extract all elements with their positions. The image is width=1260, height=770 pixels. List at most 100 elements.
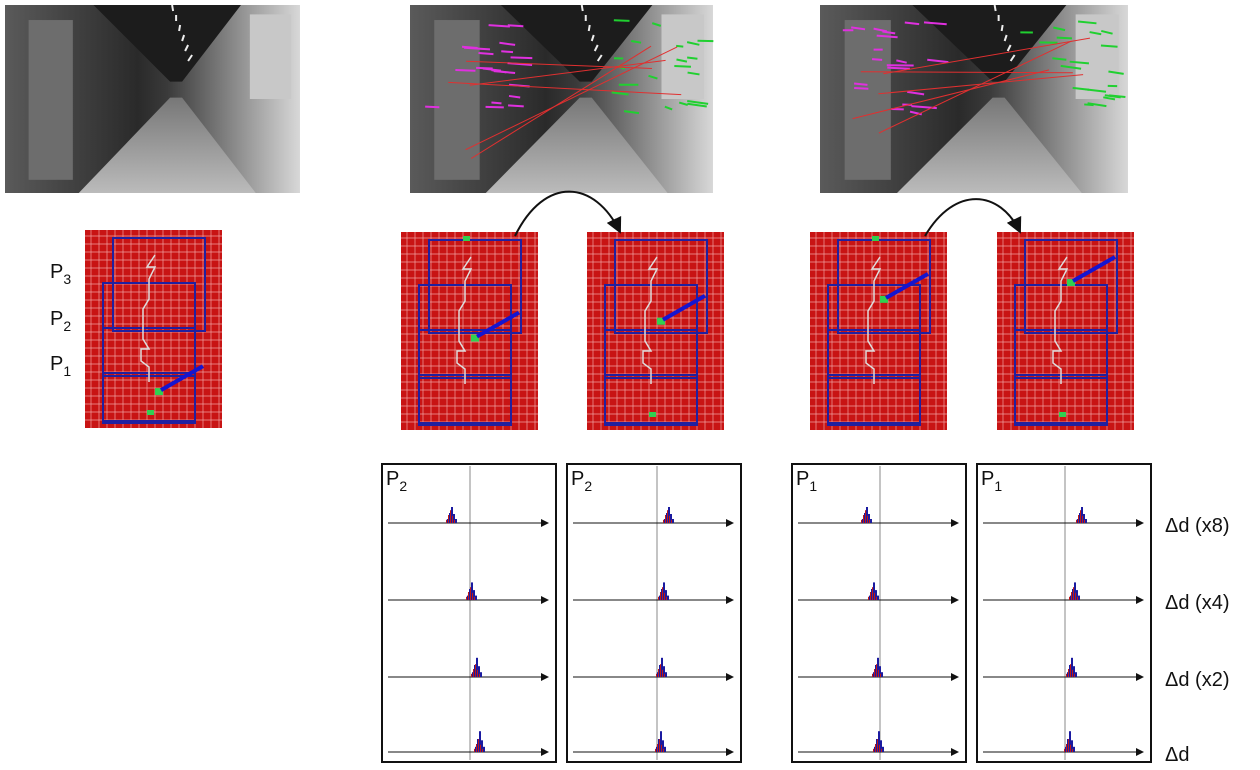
photo-light [589, 25, 590, 31]
panel-label-sub: 2 [584, 478, 592, 494]
hist-bar-blue [870, 519, 872, 523]
histogram-panel: P1 [977, 464, 1151, 762]
corridor-photo [5, 5, 300, 193]
hist-bar-blue [483, 747, 485, 752]
panel-label-base: P [571, 468, 584, 490]
hist-bar-blue [881, 672, 883, 677]
grid-map [401, 232, 538, 430]
feature-track [854, 83, 867, 84]
place-label-sub: 3 [63, 271, 71, 287]
panel-label: P2 [571, 468, 592, 494]
grid-map [587, 232, 724, 430]
place-label-base: P [50, 353, 63, 375]
place-label-sub: 2 [63, 318, 71, 334]
feature-track [508, 105, 524, 106]
feature-track [508, 25, 524, 26]
hist-bar-blue [455, 519, 457, 523]
axis-label: Δd (x4) [1165, 592, 1229, 614]
panel-label-base: P [981, 468, 994, 490]
place-marker [463, 236, 470, 241]
grid-map [997, 232, 1134, 430]
grid-map [810, 232, 947, 430]
hist-bar-blue [480, 672, 482, 677]
feature-track [511, 57, 533, 58]
photo-door [29, 20, 73, 180]
feature-track [425, 107, 439, 108]
panel-frame [977, 464, 1151, 762]
photo-door [845, 20, 891, 180]
axis-label: Δd [1165, 744, 1189, 765]
hist-bar-blue [1073, 747, 1075, 752]
transition-arrow [515, 192, 620, 236]
feature-track [1101, 45, 1118, 46]
place-label: P1 [50, 353, 71, 379]
histogram-panel: P2 [382, 464, 556, 762]
feature-track [872, 59, 882, 60]
hist-bar-blue [1085, 519, 1087, 523]
photo-poster [661, 14, 703, 99]
panel-label-base: P [796, 468, 809, 490]
hist-bar-blue [664, 747, 666, 752]
panel-frame [792, 464, 966, 762]
hist-bar-blue [1078, 596, 1080, 600]
corridor-photo [820, 5, 1128, 193]
photos [5, 5, 1128, 193]
axis-label: Δd (x8) [1165, 515, 1229, 537]
panel-label: P2 [386, 468, 407, 494]
hist-bar-blue [475, 596, 477, 600]
histogram-panel: P2 [567, 464, 741, 762]
place-label-sub: 1 [63, 363, 71, 379]
place-label-base: P [50, 308, 63, 330]
place-marker [147, 410, 154, 415]
hist-bar-blue [877, 596, 879, 600]
maps [85, 230, 1134, 430]
feature-track [455, 70, 475, 71]
histogram-panel: P1 [792, 464, 966, 762]
panel-label-sub: 2 [399, 478, 407, 494]
feature-track [491, 103, 501, 104]
feature-track [614, 20, 630, 21]
hist-bar-blue [672, 519, 674, 523]
feature-track [674, 66, 691, 67]
hist-bar-blue [882, 747, 884, 752]
photo-light [995, 5, 996, 11]
panel-label: P1 [981, 468, 1002, 494]
axis-label: Δd (x2) [1165, 669, 1229, 691]
place-label-base: P [50, 261, 63, 283]
place-marker [872, 236, 879, 241]
photo-light [172, 5, 173, 11]
photo-light [582, 5, 583, 11]
hist-bar-blue [1075, 672, 1077, 677]
panel-label-sub: 1 [809, 478, 817, 494]
feature-track [687, 57, 697, 58]
panel-label: P1 [796, 468, 817, 494]
photo-door [434, 20, 479, 180]
photo-light [1002, 25, 1003, 31]
feature-track [1084, 104, 1093, 105]
feature-track [854, 88, 868, 89]
photo-light [179, 25, 180, 31]
feature-track [1057, 38, 1072, 39]
feature-track [676, 46, 683, 47]
feature-track [462, 47, 478, 48]
panel-label-base: P [386, 468, 399, 490]
panel-label-sub: 1 [994, 478, 1002, 494]
feature-track [501, 51, 513, 52]
feature-track [887, 68, 910, 69]
place-label: P2 [50, 308, 71, 334]
corridor-photo [410, 5, 713, 193]
hist-bar-blue [665, 672, 667, 677]
place-marker [1059, 412, 1066, 417]
panel-frame [567, 464, 741, 762]
grid-map [85, 230, 222, 428]
place-label: P3 [50, 261, 71, 287]
hist-bar-blue [667, 596, 669, 600]
feature-track [478, 53, 493, 54]
photo-poster [250, 14, 291, 99]
transition-arrow [925, 199, 1020, 236]
panel-frame [382, 464, 556, 762]
feature-track [489, 25, 510, 26]
place-marker [649, 412, 656, 417]
